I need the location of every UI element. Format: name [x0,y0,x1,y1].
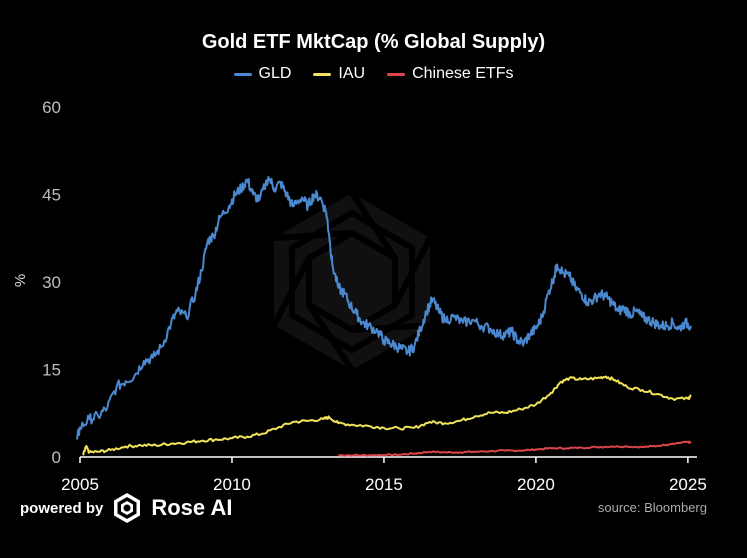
powered-by-text: powered by [20,499,104,517]
legend-label-iau: IAU [338,65,366,82]
x-tick-label: 2015 [365,475,403,494]
y-tick-label: 15 [42,361,61,380]
y-tick-label: 30 [42,273,61,292]
legend: GLD IAU Chinese ETFs [0,65,747,83]
legend-label-gld: GLD [258,65,292,82]
y-tick-label: 45 [42,186,61,205]
x-tick-label: 2005 [61,475,99,494]
legend-label-chinese-etfs: Chinese ETFs [412,65,514,82]
legend-item-iau[interactable]: IAU [313,65,365,83]
x-tick-label: 2020 [517,475,555,494]
rose-ai-logo-icon [114,493,141,523]
legend-swatch-gld [233,72,252,76]
source-note: source: Bloomberg [597,500,707,515]
legend-swatch-chinese-etfs [387,72,406,76]
series-line-chinese-etfs[interactable] [338,440,692,457]
watermark-logo [271,191,433,372]
x-tick-label: 2010 [213,475,251,494]
series-line-gld[interactable] [76,176,692,440]
y-tick-label: 0 [52,448,61,467]
x-tick-label: 2025 [669,475,707,494]
series-line-iau[interactable] [82,375,692,456]
chart-title: Gold ETF MktCap (% Global Supply) [201,31,546,53]
footer-branding: powered by Rose AI [20,492,232,524]
brand-name: Rose AI [151,495,233,520]
y-tick-label: 60 [42,98,61,117]
legend-item-chinese-etfs[interactable]: Chinese ETFs [387,65,513,83]
legend-item-gld[interactable]: GLD [233,65,292,83]
legend-swatch-iau [313,72,332,76]
